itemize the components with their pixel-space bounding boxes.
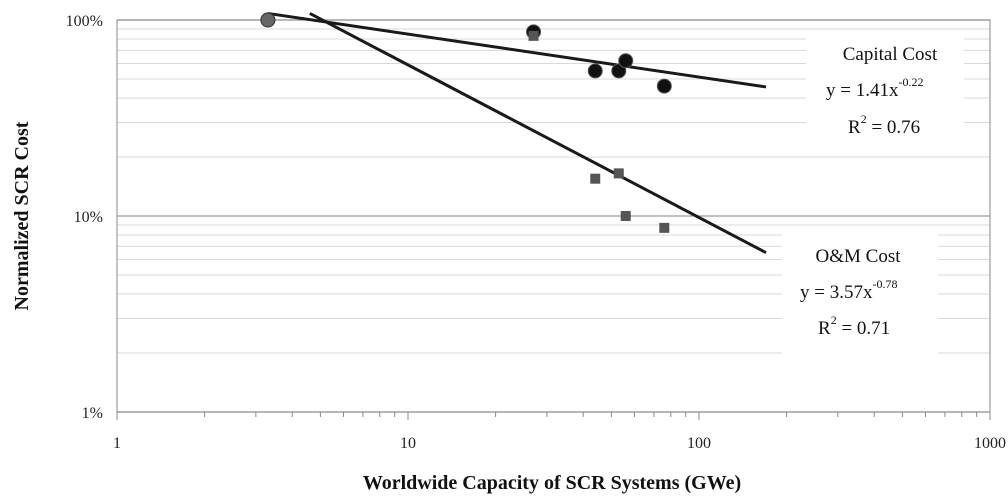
- capital-r-label: R: [848, 117, 861, 138]
- om-equation-exponent: -0.78: [872, 277, 897, 291]
- om-cost-r2: R2 = 0.71: [818, 313, 890, 339]
- x-tick-labels: 1 10 100 1000: [113, 435, 1006, 452]
- capital-equation-exponent: -0.22: [898, 75, 923, 89]
- om-cost-point: [590, 173, 601, 184]
- capital-cost-equation: y = 1.41x-0.22: [826, 75, 923, 101]
- om-cost-point: [620, 211, 631, 221]
- capital-r-value: = 0.76: [867, 117, 920, 138]
- plot-area-border: [116, 19, 991, 413]
- capital-cost-point: [656, 78, 672, 94]
- capital-cost-point: [587, 63, 603, 79]
- om-r-label: R: [818, 318, 831, 339]
- capital-cost-trend-line: [267, 11, 767, 89]
- capital-cost-annotation: Capital Cost y = 1.41x-0.22 R2 = 0.76: [806, 32, 964, 140]
- data-points: [260, 12, 672, 233]
- om-cost-equation: y = 3.57x-0.78: [800, 277, 897, 303]
- y-tick-labels: 1% 10% 100%: [66, 13, 103, 422]
- x-tick-label: 1000: [974, 435, 1006, 452]
- capital-cost-point: [260, 12, 276, 28]
- om-r-sup: 2: [831, 313, 837, 327]
- x-tick-label: 100: [687, 435, 711, 452]
- om-r-value: = 0.71: [837, 318, 890, 339]
- capital-equation-base: y = 1.41x: [826, 80, 899, 101]
- capital-cost-point: [611, 63, 627, 79]
- y-tick-label: 100%: [66, 13, 103, 30]
- om-cost-point: [613, 168, 624, 179]
- om-cost-point: [659, 222, 670, 233]
- x-axis-title: Worldwide Capacity of SCR Systems (GWe): [363, 472, 741, 494]
- om-cost-annotation: O&M Cost y = 3.57x-0.78 R2 = 0.71: [782, 232, 938, 356]
- om-cost-trend-line: [309, 12, 767, 254]
- om-equation-base: y = 3.57x: [800, 282, 873, 303]
- y-axis-title: Normalized SCR Cost: [11, 121, 33, 310]
- capital-cost-r2: R2 = 0.76: [848, 112, 920, 138]
- y-tick-label: 1%: [82, 405, 103, 422]
- y-tick-label: 10%: [74, 209, 103, 226]
- capital-cost-point: [618, 53, 634, 69]
- x-tick-label: 1: [113, 435, 121, 452]
- om-cost-title: O&M Cost: [816, 246, 902, 267]
- capital-r-sup: 2: [861, 112, 867, 126]
- x-tick-label: 10: [400, 435, 416, 452]
- om-cost-point: [528, 30, 539, 41]
- capital-cost-title: Capital Cost: [843, 44, 938, 65]
- trend-lines: [267, 11, 767, 254]
